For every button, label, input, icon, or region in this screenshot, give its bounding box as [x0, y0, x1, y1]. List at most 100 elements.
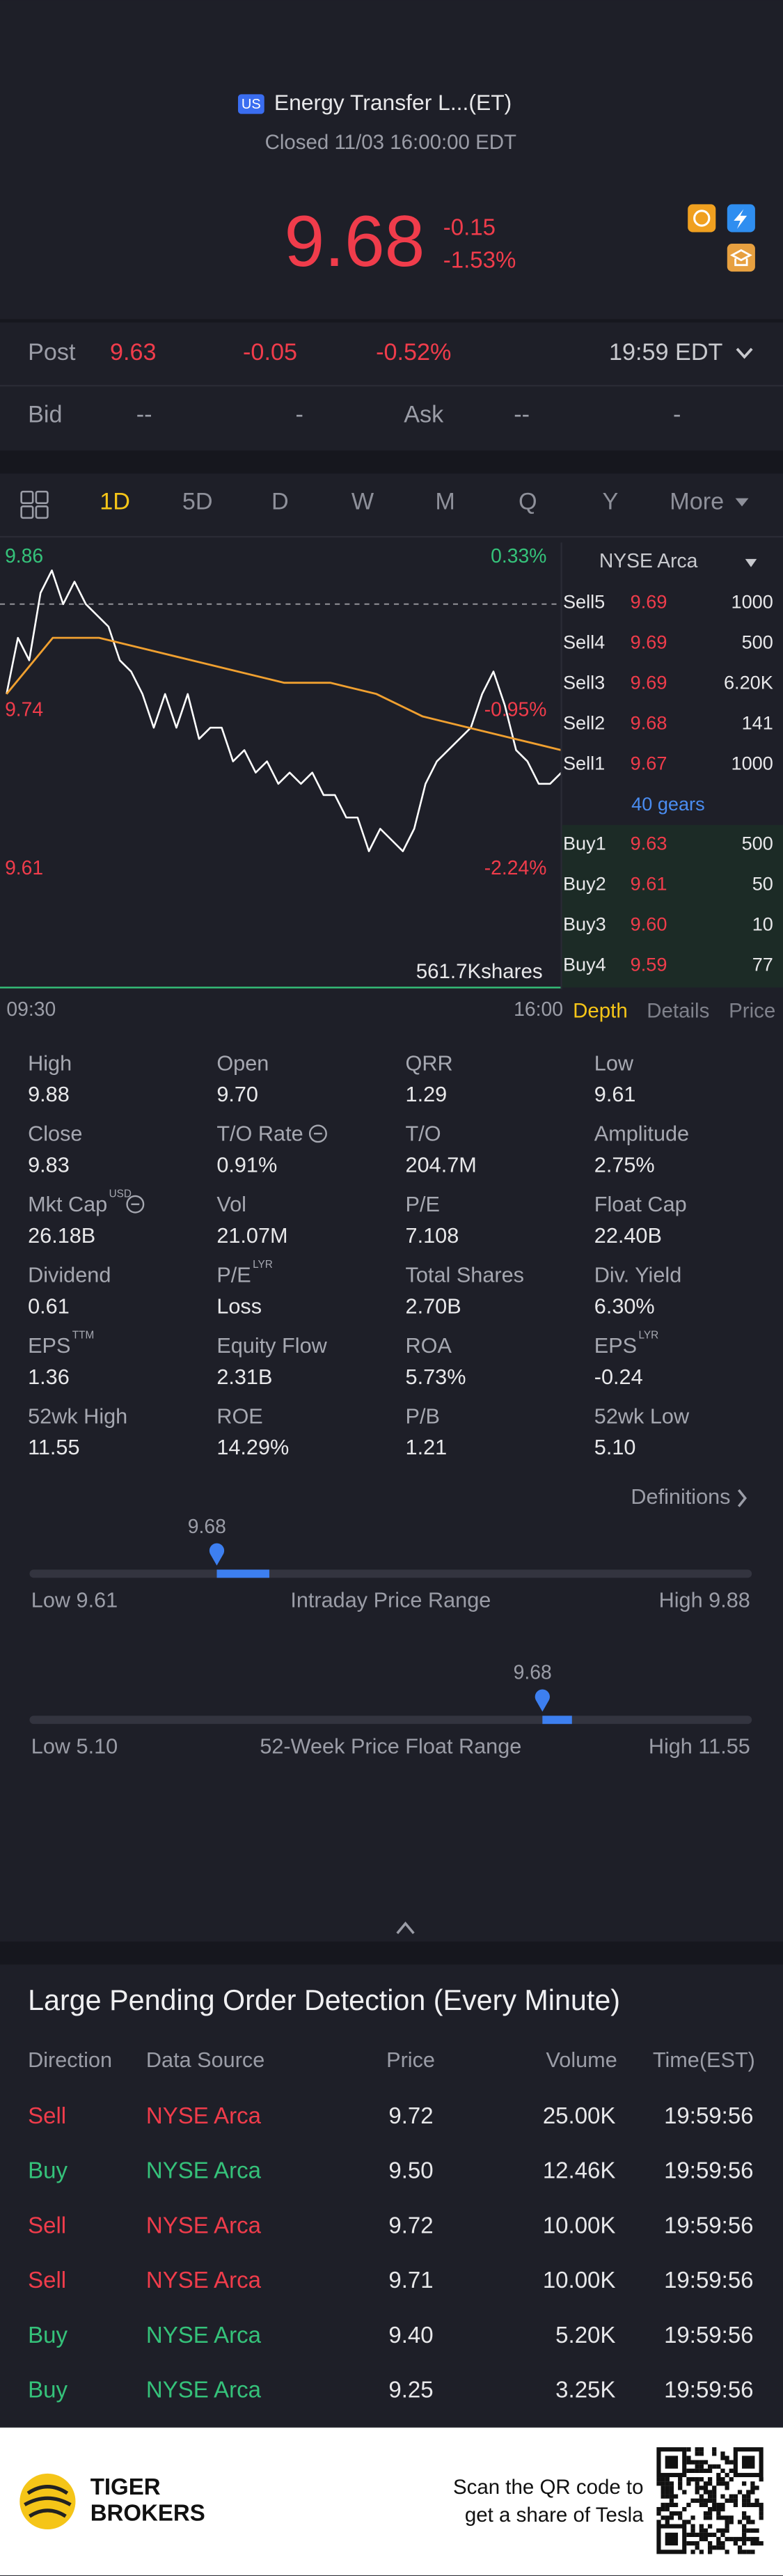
stat-label: EPS — [594, 1334, 637, 1358]
stat-sup: USD — [109, 1188, 132, 1200]
collapse-caret[interactable] — [396, 1921, 415, 1935]
stat-label: Vol — [216, 1193, 246, 1216]
stat-value: 22.40B — [594, 1224, 662, 1248]
qr-cell — [742, 2541, 747, 2546]
period-tab[interactable]: M — [435, 489, 454, 515]
qr-cell — [720, 2456, 725, 2460]
order-cell: 25.00K — [543, 2103, 616, 2128]
qr-cell — [716, 2477, 721, 2482]
range-pin — [535, 1689, 550, 1712]
chevron-down[interactable] — [736, 347, 753, 359]
buys-volume: 50 — [752, 872, 773, 894]
book-tab[interactable]: Details — [647, 1000, 709, 1023]
qr-cell — [703, 2528, 709, 2533]
stat-value: 0.91% — [216, 1154, 277, 1177]
info-icon[interactable] — [308, 1124, 327, 1143]
price-change-pct: -1.53% — [443, 247, 516, 273]
qr-cell — [661, 2481, 665, 2486]
qr-cell — [695, 2447, 699, 2452]
layout-icon[interactable] — [35, 490, 49, 504]
stat-label: Dividend — [28, 1264, 111, 1287]
book-tab[interactable]: Price — [729, 1000, 775, 1023]
qr-cell — [725, 2460, 729, 2465]
period-tab[interactable]: Q — [519, 489, 537, 515]
more-tab[interactable]: More — [670, 489, 724, 515]
qr-cell — [686, 2502, 691, 2508]
gears-link[interactable]: 40 gears — [631, 793, 705, 815]
stat-label: High — [28, 1051, 72, 1075]
qr-cell — [699, 2447, 704, 2452]
qr-cell — [707, 2511, 713, 2516]
definitions-link[interactable]: Definitions — [631, 1485, 730, 1509]
qr-cell — [759, 2541, 764, 2546]
qr-cell — [716, 2481, 721, 2486]
stat-label: T/O — [406, 1122, 441, 1146]
time-end: 16:00 — [514, 998, 563, 1020]
qr-cell — [707, 2506, 713, 2512]
qr-cell — [742, 2481, 747, 2486]
qr-cell — [695, 2477, 699, 2482]
divider — [0, 319, 783, 323]
post-price: 9.63 — [110, 339, 157, 366]
qr-cell — [669, 2490, 674, 2495]
period-tab[interactable]: 5D — [182, 489, 213, 515]
order-cell: 10.00K — [543, 2267, 616, 2293]
qr-cell — [699, 2460, 704, 2465]
stat-label: Mkt Cap — [28, 1193, 107, 1216]
qr-cell — [716, 2536, 721, 2542]
pct-tick-label: -0.95% — [484, 698, 547, 720]
qr-cell — [725, 2524, 729, 2529]
icon-dollar[interactable] — [688, 204, 716, 233]
layout-icon[interactable] — [20, 505, 34, 519]
stat-sup: LYR — [253, 1259, 273, 1271]
qr-cell — [656, 2506, 661, 2512]
book-tab[interactable]: Depth — [573, 1000, 628, 1023]
qr-cell — [729, 2520, 734, 2524]
period-tab[interactable]: Y — [602, 489, 618, 515]
stat-sup: TTM — [72, 1329, 94, 1341]
range-marker-bar — [216, 1569, 269, 1578]
qr-cell — [707, 2477, 713, 2482]
qr-cell — [759, 2477, 764, 2482]
bid-label: Bid — [28, 402, 62, 428]
qr-cell — [712, 2494, 717, 2499]
qr-cell — [750, 2550, 755, 2554]
qr-cell — [750, 2502, 755, 2508]
qr-cell — [729, 2460, 734, 2465]
qr-cell — [720, 2468, 725, 2474]
qr-cell — [703, 2485, 709, 2490]
layout-icon[interactable] — [20, 490, 34, 504]
qr-cell — [695, 2468, 699, 2474]
qr-cell — [695, 2490, 699, 2495]
qr-cell — [699, 2524, 704, 2529]
icon-learn[interactable] — [727, 244, 755, 272]
qr-cell — [759, 2515, 764, 2520]
qr-cell — [716, 2511, 721, 2516]
y-tick-label: 9.61 — [5, 856, 43, 879]
bid-size: - — [296, 402, 303, 428]
qr-cell — [695, 2485, 699, 2490]
exchange-caret — [745, 558, 757, 567]
qr-cell — [669, 2502, 674, 2508]
info-icon[interactable] — [126, 1195, 145, 1214]
pct-tick-label: -2.24% — [484, 856, 547, 879]
post-change: -0.05 — [243, 339, 297, 366]
qr-cell — [720, 2515, 725, 2520]
qr-cell — [690, 2550, 695, 2554]
range-current: 9.68 — [188, 1515, 226, 1537]
exchange-name[interactable]: NYSE Arca — [599, 549, 698, 572]
sells-label: Sell2 — [563, 712, 605, 734]
qr-cell — [695, 2451, 699, 2456]
layout-icon[interactable] — [35, 505, 49, 519]
qr-cell — [703, 2515, 709, 2520]
column-header: Volume — [546, 2048, 617, 2072]
period-tab[interactable]: 1D — [100, 489, 130, 515]
qr-cell — [682, 2490, 687, 2495]
qr-cell — [742, 2511, 747, 2516]
qr-cell — [707, 2515, 713, 2520]
section-title: Large Pending Order Detection (Every Min… — [28, 1984, 620, 2016]
period-tab[interactable]: W — [351, 489, 374, 515]
period-tab[interactable]: D — [271, 489, 289, 515]
